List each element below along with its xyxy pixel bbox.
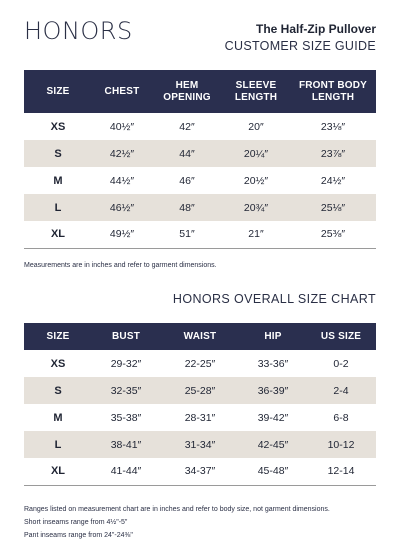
table-cell: 51″ xyxy=(152,221,222,249)
column-header: FRONT BODY LENGTH xyxy=(290,70,376,113)
table-cell: 33-36″ xyxy=(257,357,289,370)
note-line: Short inseams range from 4½"-5" xyxy=(24,519,128,526)
table-cell: 44″ xyxy=(152,140,222,167)
table-cell: 23⅞″ xyxy=(290,140,376,167)
table-row: XS 40½″ 42″ 20″ 23⅛″ xyxy=(24,113,376,140)
column-header: CHEST xyxy=(92,70,152,113)
column-header: HEM OPENING xyxy=(152,70,222,113)
column-header: US SIZE xyxy=(306,323,376,350)
table-cell: 40½″ xyxy=(109,120,135,133)
table-cell: L xyxy=(24,194,92,221)
table-cell: 46″ xyxy=(179,174,195,187)
table-header-row: SIZE BUST WAIST HIP US SIZE xyxy=(24,323,376,350)
brand-logo: HONORS xyxy=(24,17,133,45)
overall-chart-notes: Ranges listed on measurement chart are i… xyxy=(24,503,330,542)
garment-table-note: Measurements are in inches and refer to … xyxy=(24,262,217,269)
table-cell: 2-4 xyxy=(306,377,376,404)
table-cell: M xyxy=(53,174,63,187)
table-cell: 35-38″ xyxy=(110,411,142,424)
table-cell: XS xyxy=(50,357,66,370)
table-cell: 32-35″ xyxy=(92,377,160,404)
table-cell: 20″ xyxy=(248,120,264,133)
table-cell: 34-37″ xyxy=(160,458,240,486)
table-cell: 44½″ xyxy=(109,174,135,187)
column-header: HIP xyxy=(240,323,306,350)
table-cell: 12-14 xyxy=(306,458,376,486)
table-cell: 25⅛″ xyxy=(290,194,376,221)
table-cell: S xyxy=(24,377,92,404)
table-cell: XS xyxy=(50,120,66,133)
table-row: M 35-38″ 28-31″ 39-42″ 6-8 xyxy=(24,404,376,431)
table-cell: 25⅜″ xyxy=(290,221,376,249)
table-row: XL 49½″ 51″ 21″ 25⅜″ xyxy=(24,221,376,249)
table-cell: 25-28″ xyxy=(160,377,240,404)
column-header: WAIST xyxy=(160,323,240,350)
page-header: HONORS The Half-Zip Pullover CUSTOMER SI… xyxy=(0,0,400,70)
table-cell: 46½″ xyxy=(92,194,152,221)
table-cell: 10-12 xyxy=(306,431,376,458)
column-header: BUST xyxy=(92,323,160,350)
table-cell: 22-25″ xyxy=(184,357,216,370)
table-cell: 20½″ xyxy=(243,174,269,187)
table-cell: 48″ xyxy=(152,194,222,221)
column-header: SIZE xyxy=(24,323,92,350)
table-cell: 28-31″ xyxy=(184,411,216,424)
table-cell: 39-42″ xyxy=(257,411,289,424)
table-cell: 42½″ xyxy=(92,140,152,167)
table-cell: 38-41″ xyxy=(92,431,160,458)
note-line: Pant inseams range from 24"-24⅜" xyxy=(24,532,133,539)
column-header: SIZE xyxy=(24,70,92,113)
table-cell: 20¼″ xyxy=(222,140,290,167)
table-cell: 29-32″ xyxy=(110,357,142,370)
table-cell: 31-34″ xyxy=(160,431,240,458)
table-cell: 0-2 xyxy=(333,357,349,370)
table-cell: L xyxy=(24,431,92,458)
table-cell: 49½″ xyxy=(92,221,152,249)
table-cell: 42-45″ xyxy=(240,431,306,458)
table-cell: S xyxy=(24,140,92,167)
table-cell: 6-8 xyxy=(333,411,349,424)
table-row: XS 29-32″ 22-25″ 33-36″ 0-2 xyxy=(24,350,376,377)
overall-chart-title: HONORS OVERALL SIZE CHART xyxy=(172,292,376,306)
garment-size-table: SIZE CHEST HEM OPENING SLEEVE LENGTH FRO… xyxy=(24,70,376,249)
table-cell: 36-39″ xyxy=(240,377,306,404)
table-cell: XL xyxy=(24,221,92,249)
table-row: S 42½″ 44″ 20¼″ 23⅞″ xyxy=(24,140,376,167)
table-cell: 41-44″ xyxy=(92,458,160,486)
table-row: S 32-35″ 25-28″ 36-39″ 2-4 xyxy=(24,377,376,404)
product-title: The Half-Zip Pullover xyxy=(255,22,376,36)
column-header: SLEEVE LENGTH xyxy=(222,70,290,113)
table-row: L 46½″ 48″ 20¾″ 25⅛″ xyxy=(24,194,376,221)
table-cell: 45-48″ xyxy=(240,458,306,486)
table-cell: M xyxy=(53,411,63,424)
table-cell: XL xyxy=(24,458,92,486)
note-line: Ranges listed on measurement chart are i… xyxy=(24,506,330,513)
table-row: L 38-41″ 31-34″ 42-45″ 10-12 xyxy=(24,431,376,458)
table-row: M 44½″ 46″ 20½″ 24½″ xyxy=(24,167,376,194)
table-cell: 42″ xyxy=(179,120,195,133)
table-cell: 23⅛″ xyxy=(320,120,346,133)
overall-size-chart: SIZE BUST WAIST HIP US SIZE XS 29-32″ 22… xyxy=(24,323,376,486)
table-row: XL 41-44″ 34-37″ 45-48″ 12-14 xyxy=(24,458,376,486)
size-guide-subtitle: CUSTOMER SIZE GUIDE xyxy=(224,39,376,53)
table-cell: 20¾″ xyxy=(222,194,290,221)
table-cell: 21″ xyxy=(222,221,290,249)
table-header-row: SIZE CHEST HEM OPENING SLEEVE LENGTH FRO… xyxy=(24,70,376,113)
table-cell: 24½″ xyxy=(320,174,346,187)
